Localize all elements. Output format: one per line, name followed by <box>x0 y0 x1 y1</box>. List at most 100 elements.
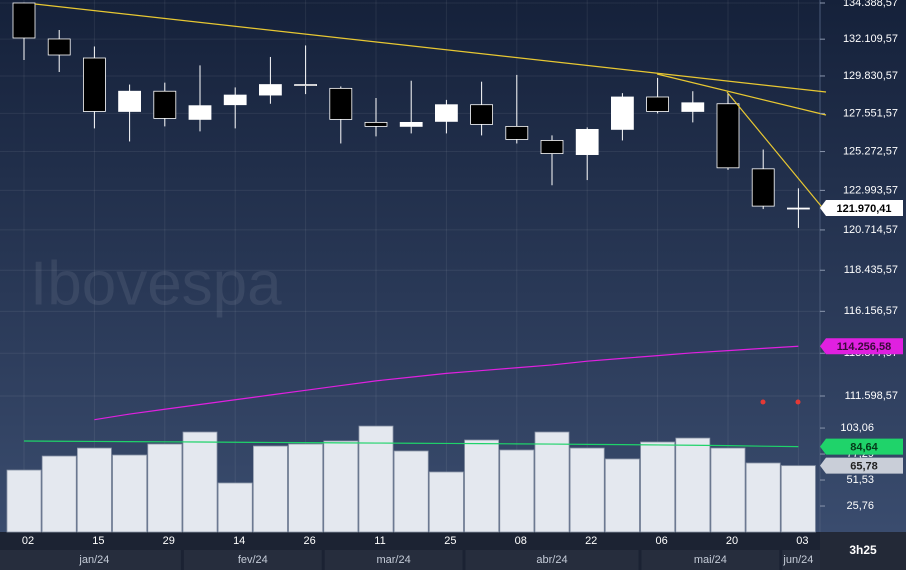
volume-bar <box>428 471 464 533</box>
trend-line <box>656 73 827 116</box>
candle-body <box>681 102 705 112</box>
countdown-background <box>820 532 906 570</box>
candle-body <box>646 96 669 112</box>
x-tick-label: 15 <box>92 535 104 547</box>
value-tag-label: 84,64 <box>850 442 878 454</box>
volume-bar <box>217 482 253 533</box>
month-label: jan/24 <box>78 554 109 566</box>
x-tick-label: 26 <box>303 535 315 547</box>
month-label: abr/24 <box>536 554 567 566</box>
x-tick-label: 06 <box>655 535 667 547</box>
month-label: mai/24 <box>694 554 727 566</box>
value-tag <box>820 200 903 217</box>
candle-body <box>611 96 634 130</box>
x-tick-label: 29 <box>163 535 175 547</box>
y-tick-label: 129.830,57 <box>843 70 898 82</box>
x-tick-label: 20 <box>726 535 738 547</box>
candle-body <box>223 94 247 106</box>
y-tick-label: 122.993,57 <box>843 184 898 196</box>
value-tag-label: 65,78 <box>850 461 878 473</box>
volume-bar <box>358 425 394 533</box>
candle-body <box>575 128 599 155</box>
volume-bar <box>569 447 605 533</box>
volume-bar <box>499 449 535 533</box>
volume-bar <box>675 437 711 533</box>
candle-body <box>540 140 564 154</box>
volume-bar <box>182 431 218 533</box>
x-tick-label: 14 <box>233 535 245 547</box>
candle-body <box>751 168 775 207</box>
volume-bar <box>323 440 359 533</box>
volume-bar <box>112 454 147 533</box>
y-tick-label: 25,76 <box>846 500 874 512</box>
moving-average-line <box>94 345 799 421</box>
axis-labels: 103,0677,2951,5325,7684,6465,78134.388,5… <box>22 0 903 570</box>
y-tick-label: 132.109,57 <box>843 33 898 45</box>
x-tick-label: 02 <box>22 535 34 547</box>
x-tick-label: 11 <box>374 535 385 547</box>
candle-body <box>188 105 212 120</box>
candle-body <box>153 90 177 119</box>
watermark: Ibovespa <box>30 249 282 318</box>
volume-bar <box>745 462 781 533</box>
volume-bar <box>6 469 42 533</box>
volume-bar <box>605 458 640 533</box>
month-label: jun/24 <box>782 554 813 566</box>
month-label: mar/24 <box>376 554 410 566</box>
countdown: 3h25 <box>849 543 877 557</box>
candle-body <box>47 38 71 56</box>
volume-bar <box>77 447 112 533</box>
y-tick-label: 51,53 <box>846 474 874 486</box>
value-tag <box>820 438 903 455</box>
month-label: fev/24 <box>238 554 268 566</box>
x-tick-label: 08 <box>515 535 527 547</box>
volume-bar <box>710 447 746 533</box>
y-tick-label: 103,06 <box>840 422 874 434</box>
trend-line <box>34 3 827 93</box>
x-tick-label: 25 <box>444 535 456 547</box>
x-tick-label: 03 <box>796 535 808 547</box>
value-tag <box>820 338 903 355</box>
candle-body <box>83 57 106 112</box>
signal-dot <box>795 399 801 405</box>
volume-bar <box>464 439 500 533</box>
month-axis-background <box>0 550 820 570</box>
candle-body <box>294 84 318 86</box>
trend-line <box>726 91 827 213</box>
candle-body <box>329 87 353 120</box>
value-tag-label: 114.256,58 <box>837 341 891 353</box>
value-tag <box>820 457 903 474</box>
y-tick-label: 118.435,57 <box>844 264 898 276</box>
x-tick-label: 22 <box>585 535 597 547</box>
marks <box>6 2 816 533</box>
volume-bar <box>393 450 429 533</box>
y-tick-label: 127.551,57 <box>843 107 898 119</box>
y-tick-label: 120.714,57 <box>843 224 898 236</box>
volume-average-line <box>23 440 799 448</box>
volume-bar <box>781 465 816 533</box>
volume-bar <box>534 431 570 533</box>
volume-bar <box>41 455 77 533</box>
volume-bar <box>147 443 183 533</box>
trend-lines <box>34 3 827 213</box>
volume-bar <box>288 443 324 533</box>
signal-dot <box>760 399 766 405</box>
volume-bar <box>252 445 288 533</box>
candle-body <box>12 2 36 39</box>
candle-body <box>470 104 494 125</box>
y-tick-label: 111.598,57 <box>845 390 898 402</box>
volume-bar <box>640 441 675 533</box>
candle-body <box>787 207 810 210</box>
candle-body <box>118 90 141 112</box>
candle-body <box>258 84 282 96</box>
value-tag-label: 121.970,41 <box>836 203 891 215</box>
y-tick-label: 125.272,57 <box>843 145 898 157</box>
candle-body <box>364 121 388 127</box>
candle-body <box>434 104 458 122</box>
candle-body <box>505 125 529 140</box>
y-tick-label: 116.156,57 <box>844 305 898 317</box>
candle-body <box>716 103 740 169</box>
y-tick-label: 134.388,57 <box>843 0 898 9</box>
